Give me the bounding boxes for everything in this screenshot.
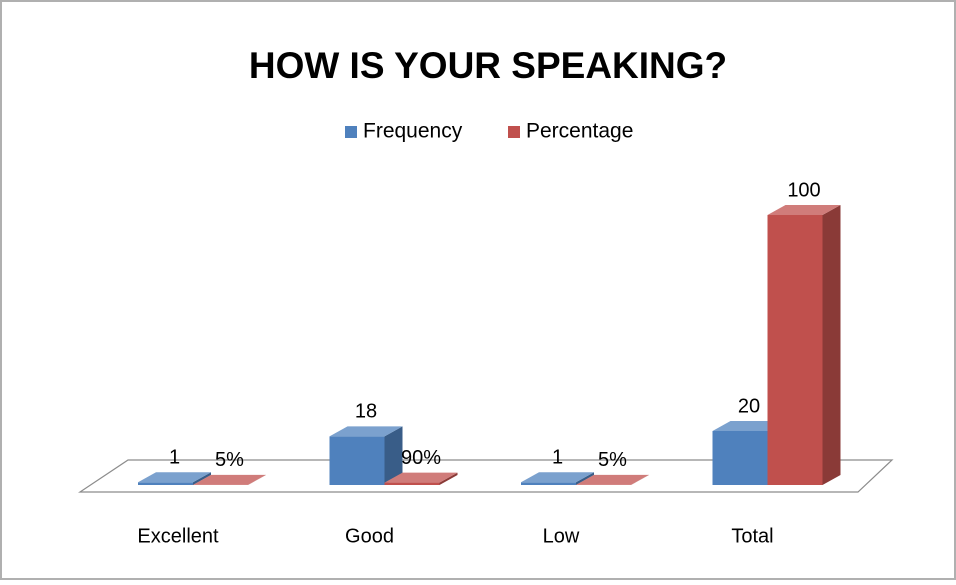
data-label: 5%	[598, 449, 627, 471]
data-label: 20	[738, 395, 760, 417]
legend-label: Frequency	[363, 120, 463, 143]
legend-label: Percentage	[526, 120, 633, 143]
data-label: 1	[552, 447, 563, 469]
bar	[768, 215, 823, 485]
x-tick-label: Good	[345, 525, 394, 547]
legend-swatch	[508, 126, 520, 138]
x-tick-label: Total	[731, 525, 773, 547]
bar	[521, 482, 576, 485]
bar	[330, 436, 385, 485]
bar	[385, 483, 440, 485]
bar	[713, 431, 768, 485]
legend-swatch	[345, 126, 357, 138]
x-tick-label: Low	[543, 525, 580, 547]
data-label: 5%	[215, 449, 244, 471]
data-label: 90%	[401, 447, 441, 469]
bar	[138, 482, 193, 485]
data-label: 100	[787, 179, 820, 201]
x-tick-label: Excellent	[137, 525, 219, 547]
data-label: 1	[169, 447, 180, 469]
bar-side	[823, 205, 841, 485]
data-label: 18	[355, 401, 377, 423]
chart-title: HOW IS YOUR SPEAKING?	[249, 45, 727, 86]
